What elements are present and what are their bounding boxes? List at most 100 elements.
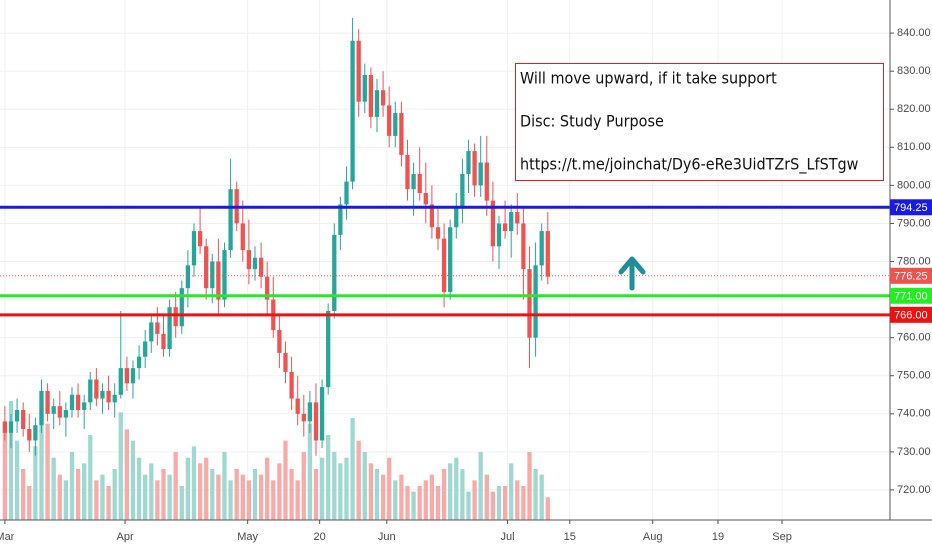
volume-bar xyxy=(344,457,349,520)
x-tick-label: 19 xyxy=(712,531,724,543)
volume-bar xyxy=(130,440,136,520)
candle-body xyxy=(441,238,447,292)
volume-bar xyxy=(295,480,300,520)
candle-body xyxy=(258,257,264,277)
volume-bar xyxy=(155,480,160,520)
candle-body xyxy=(435,227,441,239)
candle-body xyxy=(307,402,313,422)
levels xyxy=(0,205,890,317)
candle-body xyxy=(301,413,306,422)
candle-body xyxy=(173,307,178,327)
volume-bar xyxy=(502,486,508,520)
candle-body xyxy=(27,429,32,441)
candle-body xyxy=(136,356,142,369)
candle-body xyxy=(423,193,428,205)
candle-body xyxy=(460,173,465,209)
volume-bar xyxy=(466,491,471,520)
candle-body xyxy=(130,368,136,384)
candle-body xyxy=(417,173,422,194)
candle-body xyxy=(521,223,526,270)
volume-bar xyxy=(387,457,392,520)
volume-bar xyxy=(533,469,538,520)
volume-bar xyxy=(136,457,142,520)
level-tag xyxy=(890,199,932,216)
volume-bar xyxy=(393,480,398,520)
candle-body xyxy=(240,223,245,251)
axes: 720.00730.00740.00750.00760.00770.00780.… xyxy=(0,27,932,543)
candle-body xyxy=(69,394,75,410)
candle-body xyxy=(313,402,319,441)
x-tick-label: Jun xyxy=(378,531,396,543)
volume-bar xyxy=(63,480,69,520)
candle-body xyxy=(368,74,374,117)
x-tick-label: Jul xyxy=(500,531,514,543)
annotation-line: Disc: Study Purpose xyxy=(520,112,664,131)
volume-bar xyxy=(521,486,526,520)
candle-body xyxy=(380,90,386,106)
candle-body xyxy=(295,398,300,414)
volume-bar xyxy=(124,429,130,520)
candle-body xyxy=(57,406,62,418)
candle-body xyxy=(161,333,166,350)
candle-body xyxy=(289,371,294,399)
volume-bar xyxy=(527,452,532,520)
candle-body xyxy=(344,181,349,205)
candle-body xyxy=(362,74,367,102)
candle-body xyxy=(265,276,270,300)
volume-bar xyxy=(289,469,294,520)
volume-bar xyxy=(14,440,20,520)
last-price-label: 776.25 xyxy=(894,271,928,283)
volume-bar xyxy=(472,480,477,520)
candle-body xyxy=(338,204,343,235)
volume-bar xyxy=(149,463,154,520)
candle-body xyxy=(94,379,99,399)
candle-body xyxy=(527,269,532,338)
candle-body xyxy=(356,40,361,102)
volume-bar xyxy=(277,463,282,520)
candle-body xyxy=(51,406,56,414)
last-price-tag xyxy=(890,267,932,284)
y-tick-label: 740.00 xyxy=(897,408,931,420)
candle-body xyxy=(374,90,380,117)
volume-bar xyxy=(441,469,447,520)
volume-bar xyxy=(222,452,227,520)
candle-body xyxy=(155,322,160,334)
level-tag xyxy=(890,306,932,323)
y-tick-label: 830.00 xyxy=(897,65,931,77)
candle-body xyxy=(191,231,197,266)
volume-bar xyxy=(545,497,550,520)
volume-bar xyxy=(204,457,209,520)
y-tick-label: 800.00 xyxy=(897,179,931,191)
candle-body xyxy=(283,352,288,372)
volume-bar xyxy=(539,474,544,520)
candle-body xyxy=(179,288,184,327)
candle-body xyxy=(515,212,520,224)
volume-bar xyxy=(515,480,520,520)
volume-bar xyxy=(374,469,380,520)
y-tick-label: 840.00 xyxy=(897,27,931,39)
volume-bar xyxy=(417,486,422,520)
candle-body xyxy=(118,368,123,395)
volume-bar xyxy=(411,491,416,520)
candle-body xyxy=(14,409,20,422)
candle-body xyxy=(472,151,477,186)
volume-bar xyxy=(8,401,14,520)
x-tick-label: May xyxy=(237,531,258,543)
volume-bar xyxy=(423,480,428,520)
y-tick-label: 720.00 xyxy=(897,484,931,496)
level-label: 794.25 xyxy=(894,202,928,214)
volume-bar xyxy=(39,401,44,520)
level-tag xyxy=(890,287,932,304)
volume-bar xyxy=(197,463,203,520)
volume-bar xyxy=(460,469,465,520)
x-tick-label: Sep xyxy=(772,531,792,543)
volume-bar xyxy=(362,452,367,520)
candle-body xyxy=(106,390,111,403)
volume-bar xyxy=(435,486,441,520)
candle-body xyxy=(490,200,496,247)
candle-body xyxy=(478,162,483,186)
candle-body xyxy=(75,394,81,410)
candle-body xyxy=(167,307,172,350)
candle-body xyxy=(539,231,544,266)
